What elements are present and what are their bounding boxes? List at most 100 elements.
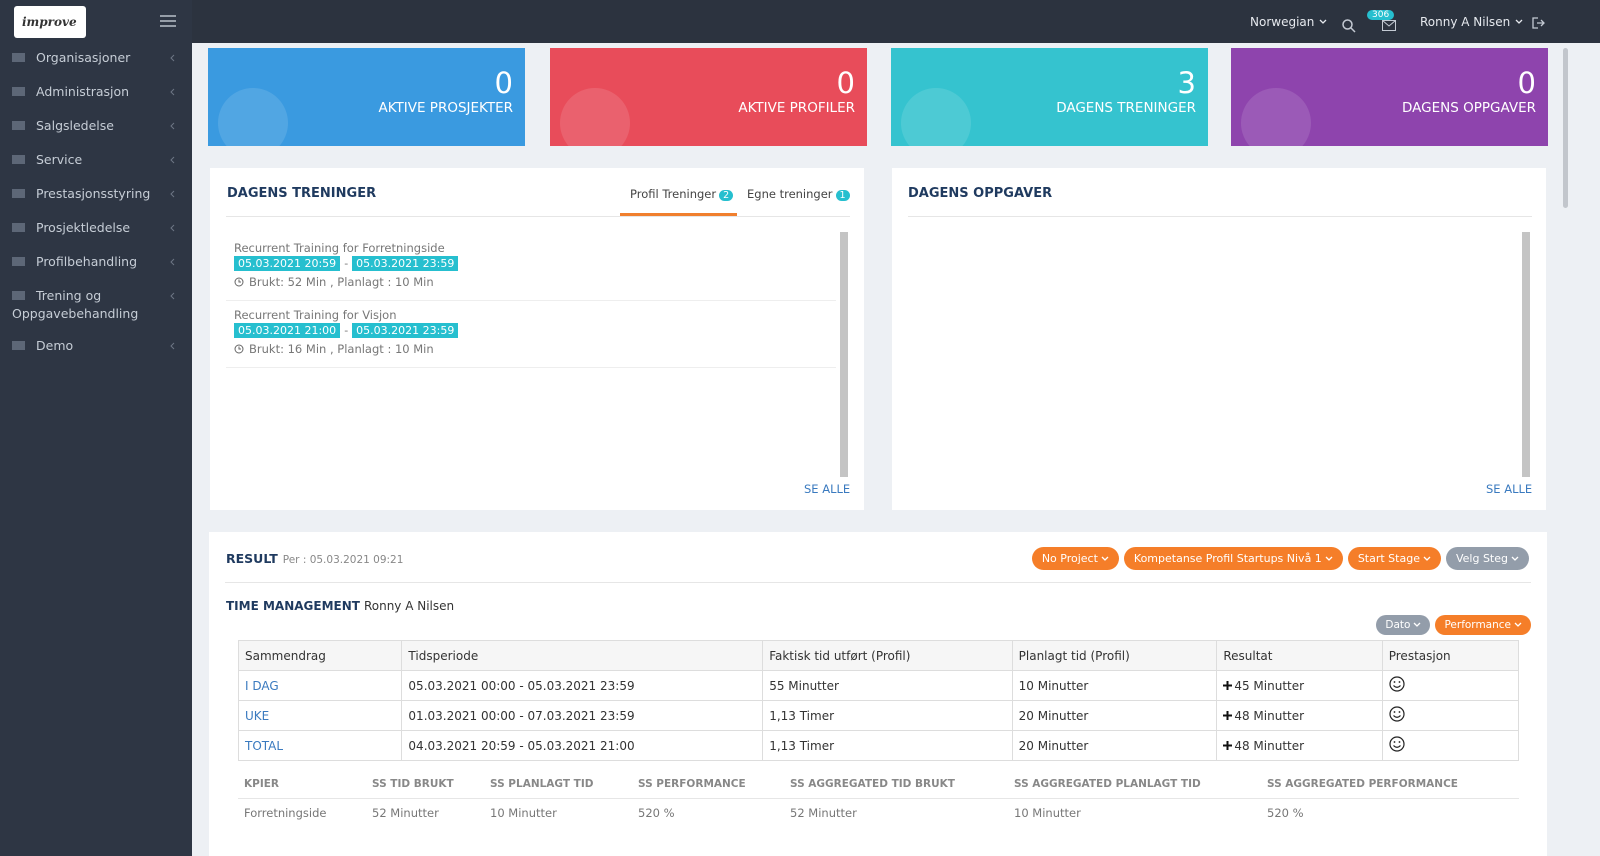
stat-card[interactable]: 3 DAGENS TRENINGER — [891, 48, 1208, 146]
nav-item[interactable]: Profilbehandling — [0, 246, 192, 280]
smiley-svg — [1389, 736, 1405, 752]
result-date: Per : 05.03.2021 09:21 — [282, 554, 404, 566]
result-panel: RESULT Per : 05.03.2021 09:21 No Project Ko… — [209, 532, 1547, 856]
section-user: Ronny A Nilsen — [363, 599, 455, 613]
cell: 48 Minutter — [1216, 730, 1383, 761]
user-menu[interactable]: Ronny A Nilsen — [1420, 15, 1524, 29]
cell: TOTAL — [237, 730, 403, 761]
filter-button[interactable]: Start Stage — [1347, 547, 1441, 570]
usage: Brukt: 52 Min , Planlagt : 10 Min — [249, 275, 434, 289]
stat-label: AKTIVE PROFILER — [738, 100, 855, 116]
logo-text: improve — [22, 15, 77, 29]
stat-card[interactable]: 0 AKTIVE PROFILER — [550, 48, 867, 146]
training-item[interactable]: Recurrent Training for Visjon 05.03.2021 … — [226, 301, 836, 368]
nav-item[interactable]: Organisasjoner — [0, 42, 192, 76]
plus — [1223, 679, 1233, 693]
cell: 48 Minutter — [1216, 700, 1383, 731]
cell-text: 48 Minutter — [1234, 738, 1305, 753]
cell: 55 Minutter — [762, 670, 1013, 701]
filter-button[interactable]: No Project — [1031, 547, 1119, 570]
filter-button[interactable]: Performance — [1435, 615, 1531, 635]
active-tab-underline — [620, 213, 737, 216]
table-row: I DAG 05.03.2021 00:00 - 05.03.2021 23:59… — [237, 670, 1520, 701]
usage: Brukt: 16 Min , Planlagt : 10 Min — [249, 342, 434, 356]
topbar: Norwegian 306 Ronny A Nilsen — [192, 0, 1600, 43]
nav-item[interactable]: Prestasjonsstyring — [0, 178, 192, 212]
training-item[interactable]: Recurrent Training for Forretningside 05.… — [226, 234, 836, 301]
plus — [1223, 709, 1233, 723]
mail-badge: 306 — [1367, 10, 1395, 20]
user-name: Ronny A Nilsen — [1420, 15, 1511, 29]
nav-item[interactable]: Service — [0, 144, 192, 178]
kpi-cell: 520 % — [1267, 806, 1304, 820]
nav-chevron — [168, 85, 178, 101]
plus-svg — [1223, 740, 1233, 750]
divider — [908, 216, 1532, 217]
nav-item[interactable]: Salgsledelse — [0, 110, 192, 144]
cell: 1,13 Timer — [762, 700, 1013, 731]
nav-chevron — [168, 289, 178, 305]
menu-toggle[interactable] — [160, 14, 176, 31]
clock — [234, 343, 244, 357]
nav-chevron-svg — [170, 292, 175, 300]
caret — [1510, 552, 1519, 565]
training-title: Recurrent Training for Forretningside — [234, 241, 445, 255]
stat-card[interactable]: 0 DAGENS OPPGAVER — [1231, 48, 1548, 146]
nav-label: Demo — [36, 338, 74, 353]
search-svg — [1342, 19, 1356, 33]
logout[interactable] — [1532, 17, 1545, 32]
nav-icon — [12, 118, 36, 136]
see-all[interactable]: SE ALLE — [804, 482, 851, 496]
nav-item[interactable]: Demo — [0, 330, 192, 364]
nav: Organisasjoner Administrasjon Salgsledelse… — [0, 42, 192, 364]
cell: I DAG — [237, 670, 403, 701]
nav-icon-svg — [12, 341, 25, 350]
tab-label: Egne treninger — [747, 187, 833, 201]
cell-text: 45 Minutter — [1234, 678, 1305, 693]
mail[interactable] — [1382, 20, 1396, 34]
search[interactable] — [1342, 19, 1356, 36]
caret — [1422, 552, 1431, 565]
nav-label: Prosjektledelse — [36, 220, 131, 235]
period-link[interactable]: TOTAL — [245, 738, 284, 753]
cell-text: 05.03.2021 00:00 - 05.03.2021 23:59 — [408, 678, 635, 693]
tab-label: Profil Treninger — [630, 187, 717, 201]
column-header: Tidsperiode — [401, 640, 764, 671]
filter-button[interactable]: Dato — [1376, 615, 1431, 635]
nav-icon-svg — [12, 87, 25, 96]
nav-item[interactable]: Administrasjon — [0, 76, 192, 110]
language-select[interactable]: Norwegian — [1250, 15, 1328, 29]
nav-icon — [12, 50, 36, 68]
stat-label: AKTIVE PROSJEKTER — [378, 100, 513, 116]
kpi-cell: 52 Minutter — [372, 806, 439, 820]
cell — [1381, 700, 1520, 731]
caret-svg — [1511, 556, 1519, 561]
cell: 20 Minutter — [1011, 700, 1218, 731]
tab[interactable]: Profil Treninger 2 — [630, 187, 734, 201]
kpi-header: SS TID BRUKT — [372, 778, 454, 790]
see-all[interactable]: SE ALLE — [1486, 482, 1533, 496]
cell-text: 20 Minutter — [1018, 708, 1089, 723]
nav-label: Salgsledelse — [36, 118, 114, 133]
kpi-cell: 10 Minutter — [1014, 806, 1081, 820]
training-title: Recurrent Training for Visjon — [234, 308, 397, 322]
column-header: Faktisk tid utført (Profil) — [762, 640, 1013, 671]
kpi-header: SS PERFORMANCE — [638, 778, 746, 790]
filter-button[interactable]: Kompetanse Profil Startups Nivå 1 — [1123, 547, 1343, 570]
stat-card[interactable]: 0 AKTIVE PROSJEKTER — [208, 48, 525, 146]
nav-item[interactable]: Prosjektledelse — [0, 212, 192, 246]
nav-item[interactable]: Trening og Oppgavebehandling — [0, 280, 192, 330]
stat-value: 0 — [836, 66, 855, 100]
tab[interactable]: Egne treninger 1 — [747, 187, 850, 201]
kpi-cell: 52 Minutter — [790, 806, 857, 820]
nav-label: Administrasjon — [36, 84, 130, 99]
period-link[interactable]: UKE — [245, 708, 270, 723]
trainings-panel: DAGENS TRENINGER Profil Treninger 2 Egne tr… — [210, 168, 864, 510]
period-link[interactable]: I DAG — [245, 678, 279, 693]
caret-svg — [1325, 556, 1333, 561]
nav-chevron — [168, 51, 178, 67]
filter-button[interactable]: Velg Steg — [1445, 547, 1529, 570]
stat-value: 0 — [494, 66, 513, 100]
cell-text: 01.03.2021 00:00 - 07.03.2021 23:59 — [408, 708, 635, 723]
nav-chevron-svg — [170, 156, 175, 164]
